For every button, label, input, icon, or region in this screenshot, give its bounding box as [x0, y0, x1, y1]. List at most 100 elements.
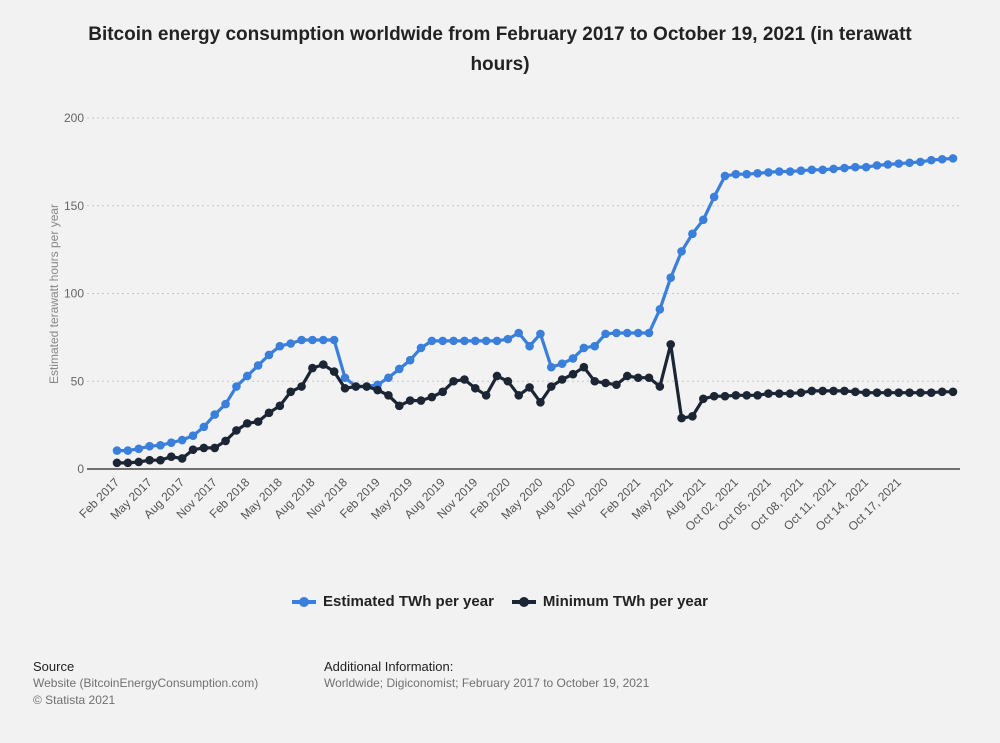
- data-point[interactable]: [557, 359, 567, 369]
- data-point[interactable]: [883, 388, 893, 397]
- data-point[interactable]: [850, 387, 860, 397]
- data-point[interactable]: [177, 435, 187, 445]
- data-point[interactable]: [221, 436, 230, 446]
- data-point[interactable]: [720, 171, 730, 181]
- data-point[interactable]: [264, 350, 274, 360]
- data-point[interactable]: [546, 382, 556, 391]
- data-point[interactable]: [492, 371, 502, 381]
- data-point[interactable]: [796, 388, 806, 397]
- data-point[interactable]: [123, 458, 133, 468]
- data-point[interactable]: [764, 389, 773, 398]
- data-point[interactable]: [753, 168, 762, 178]
- data-point[interactable]: [937, 387, 947, 397]
- data-point[interactable]: [362, 382, 372, 391]
- data-point[interactable]: [308, 363, 317, 373]
- data-point[interactable]: [232, 382, 241, 391]
- data-point[interactable]: [308, 335, 317, 345]
- data-point[interactable]: [525, 341, 534, 351]
- data-point[interactable]: [275, 401, 285, 411]
- data-point[interactable]: [557, 375, 567, 384]
- data-point[interactable]: [416, 343, 426, 353]
- data-point[interactable]: [221, 399, 230, 409]
- data-point[interactable]: [764, 168, 773, 177]
- data-point[interactable]: [568, 354, 578, 363]
- data-point[interactable]: [612, 328, 621, 338]
- data-point[interactable]: [590, 341, 600, 351]
- data-point[interactable]: [883, 160, 893, 169]
- data-point[interactable]: [731, 390, 741, 400]
- data-point[interactable]: [145, 441, 154, 451]
- data-point[interactable]: [579, 362, 589, 372]
- data-point[interactable]: [492, 336, 502, 346]
- data-point[interactable]: [177, 454, 187, 463]
- data-point[interactable]: [546, 362, 556, 372]
- legend-item-estimated[interactable]: Estimated TWh per year: [292, 593, 494, 610]
- data-point[interactable]: [861, 388, 871, 397]
- data-point[interactable]: [416, 396, 426, 405]
- data-point[interactable]: [166, 452, 176, 462]
- data-point[interactable]: [622, 328, 632, 338]
- data-point[interactable]: [275, 341, 285, 351]
- data-point[interactable]: [905, 158, 914, 168]
- data-point[interactable]: [644, 328, 654, 338]
- data-point[interactable]: [503, 376, 513, 386]
- data-point[interactable]: [774, 167, 784, 176]
- data-point[interactable]: [655, 382, 665, 391]
- data-point[interactable]: [318, 360, 328, 369]
- data-point[interactable]: [698, 394, 708, 404]
- data-point[interactable]: [481, 390, 491, 400]
- data-point[interactable]: [394, 401, 404, 411]
- data-point[interactable]: [286, 387, 296, 397]
- data-point[interactable]: [242, 419, 252, 428]
- data-point[interactable]: [210, 410, 220, 419]
- data-point[interactable]: [948, 154, 958, 163]
- data-point[interactable]: [829, 386, 838, 396]
- data-point[interactable]: [112, 458, 122, 468]
- data-point[interactable]: [905, 388, 914, 397]
- data-point[interactable]: [785, 389, 795, 398]
- data-point[interactable]: [384, 390, 393, 400]
- data-point[interactable]: [840, 163, 849, 173]
- data-point[interactable]: [894, 388, 904, 397]
- data-point[interactable]: [840, 386, 849, 396]
- data-point[interactable]: [622, 371, 632, 381]
- data-point[interactable]: [829, 164, 838, 174]
- data-point[interactable]: [948, 387, 958, 397]
- data-point[interactable]: [503, 334, 513, 344]
- data-point[interactable]: [612, 380, 621, 390]
- data-point[interactable]: [405, 355, 415, 365]
- data-point[interactable]: [373, 385, 382, 395]
- data-point[interactable]: [188, 445, 198, 454]
- data-point[interactable]: [427, 336, 437, 346]
- data-point[interactable]: [156, 441, 165, 450]
- data-point[interactable]: [633, 328, 643, 338]
- data-point[interactable]: [688, 229, 697, 239]
- data-point[interactable]: [514, 390, 524, 400]
- data-point[interactable]: [449, 336, 458, 346]
- data-point[interactable]: [536, 329, 545, 339]
- data-point[interactable]: [590, 376, 600, 386]
- data-point[interactable]: [253, 417, 263, 426]
- data-point[interactable]: [742, 169, 752, 179]
- data-point[interactable]: [872, 161, 882, 170]
- data-point[interactable]: [688, 412, 697, 421]
- data-point[interactable]: [318, 335, 328, 345]
- data-point[interactable]: [850, 162, 860, 172]
- data-point[interactable]: [123, 446, 133, 455]
- data-point[interactable]: [470, 383, 480, 393]
- data-point[interactable]: [427, 392, 437, 402]
- data-point[interactable]: [210, 443, 220, 453]
- data-point[interactable]: [807, 165, 817, 175]
- data-point[interactable]: [340, 373, 350, 383]
- data-point[interactable]: [145, 455, 154, 465]
- data-point[interactable]: [698, 215, 708, 225]
- data-point[interactable]: [232, 426, 241, 435]
- data-point[interactable]: [807, 386, 817, 396]
- data-point[interactable]: [264, 408, 274, 418]
- data-point[interactable]: [785, 167, 795, 176]
- data-point[interactable]: [438, 336, 448, 346]
- data-point[interactable]: [253, 361, 263, 370]
- data-point[interactable]: [134, 444, 144, 454]
- data-point[interactable]: [601, 329, 610, 339]
- data-point[interactable]: [916, 157, 925, 167]
